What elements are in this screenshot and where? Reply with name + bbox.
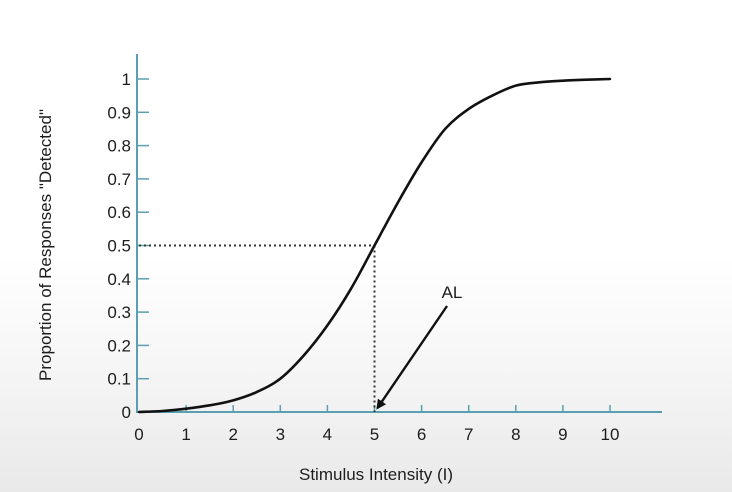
- y-tick-label: 0: [122, 403, 131, 422]
- y-tick-label: 0.7: [107, 170, 131, 189]
- x-tick-label: 4: [323, 425, 332, 444]
- x-tick-label: 9: [558, 425, 567, 444]
- x-tick-label: 1: [181, 425, 190, 444]
- y-tick-label: 0.4: [107, 270, 131, 289]
- x-tick-label: 8: [511, 425, 520, 444]
- x-tick-label: 6: [417, 425, 426, 444]
- al-arrow: [376, 305, 448, 410]
- y-tick-label: 0.1: [107, 370, 131, 389]
- x-tick-label: 2: [228, 425, 237, 444]
- y-tick-label: 1: [122, 70, 131, 89]
- y-tick-label: 0.2: [107, 336, 131, 355]
- threshold-reference-lines: [139, 244, 376, 412]
- annotations: AL: [376, 283, 463, 410]
- x-tick-label: 10: [601, 425, 620, 444]
- psychometric-curve-group: [137, 77, 612, 414]
- y-axis-title: Proportion of Responses "Detected": [36, 109, 55, 381]
- psychometric-curve: [137, 77, 612, 414]
- al-label: AL: [442, 283, 463, 302]
- x-tick-label: 0: [134, 425, 143, 444]
- y-tick-label: 0.9: [107, 103, 131, 122]
- y-tick-label: 0.6: [107, 203, 131, 222]
- y-tick-label: 0.8: [107, 137, 131, 156]
- x-tick-label: 7: [464, 425, 473, 444]
- x-tick-label: 3: [276, 425, 285, 444]
- axes: [136, 54, 662, 413]
- x-tick-label: 5: [370, 425, 379, 444]
- ticks: 0 1 2 3 4 5 6 7 8 9 10 0 0.1 0.2 0.3 0.4 0.5 0.6 0.7 0.8 0.9…: [107, 70, 619, 444]
- x-axis-title: Stimulus Intensity (I): [299, 465, 453, 484]
- y-tick-label: 0.5: [107, 237, 131, 256]
- y-tick-label: 0.3: [107, 303, 131, 322]
